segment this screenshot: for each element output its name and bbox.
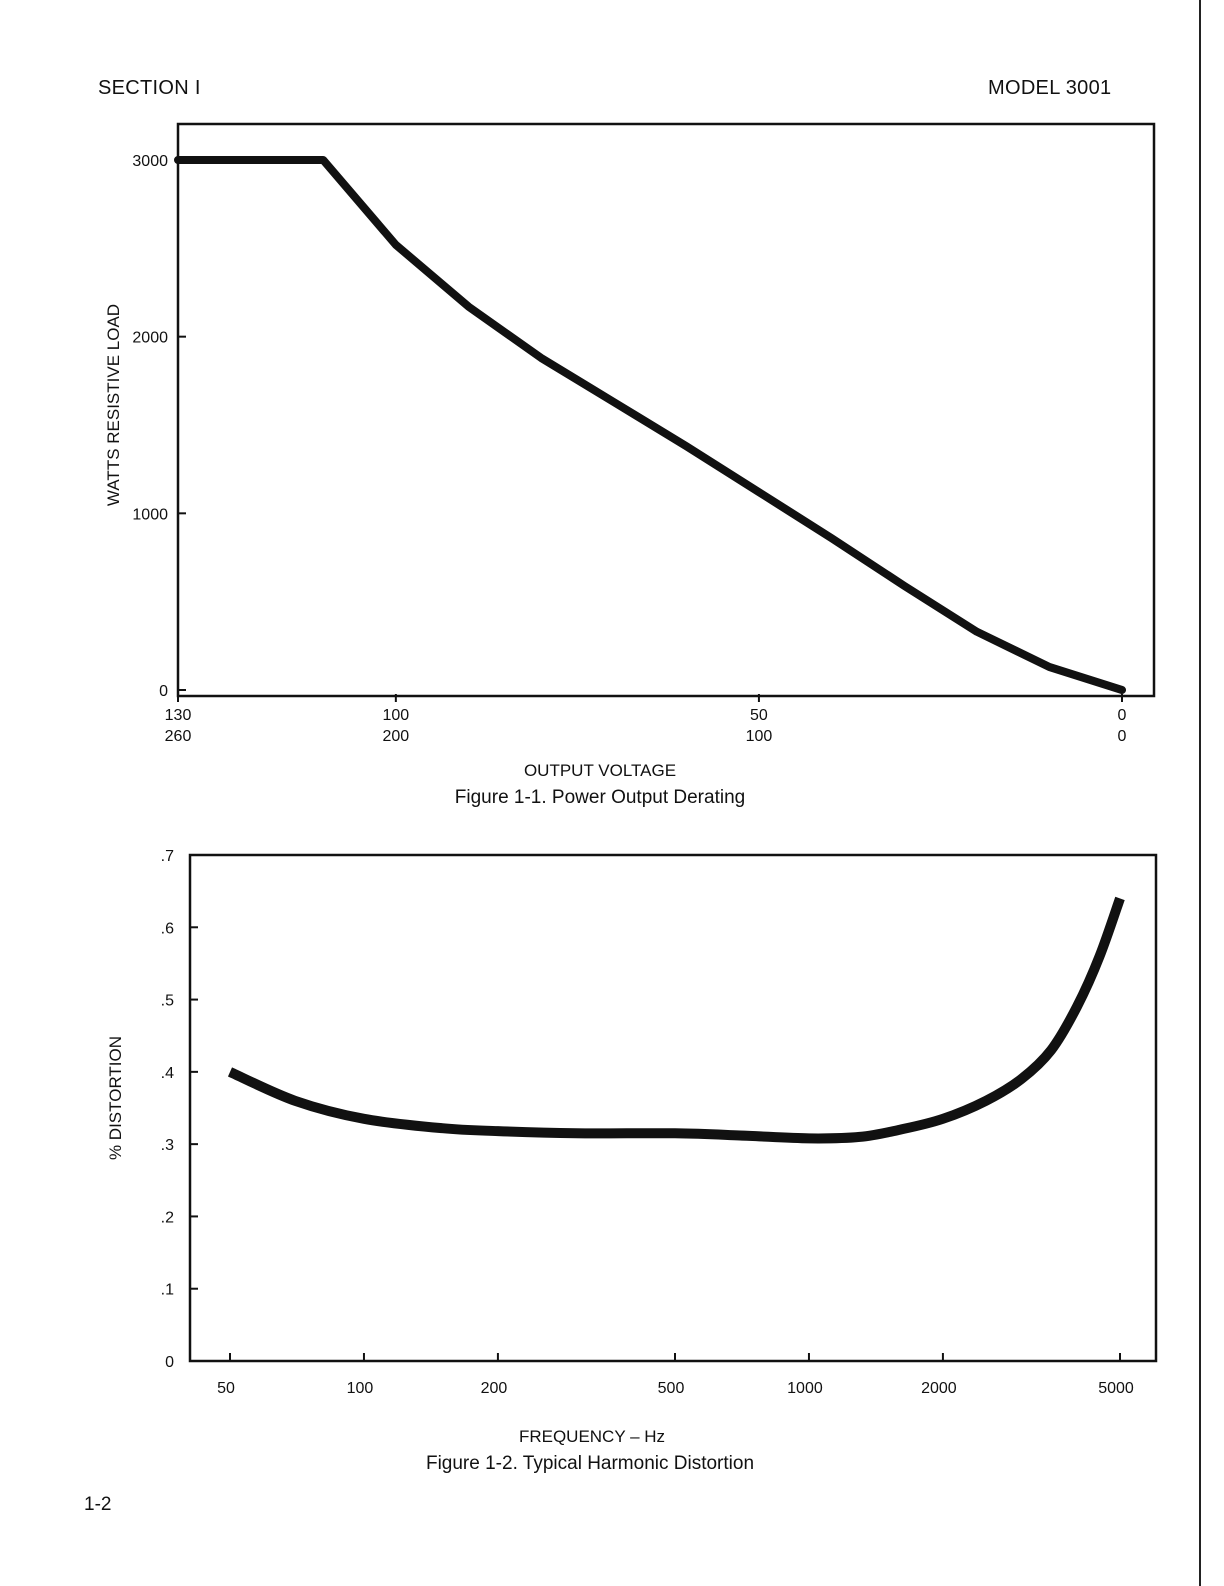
y-tick-label: 3000 [132, 153, 168, 170]
x-tick-label: 5000 [1098, 1380, 1134, 1397]
series-line-distortion [227, 896, 1125, 1144]
figure-harmonic-distortion: 0.1.2.3.4.5.6.7 50 100 200 500 1000 2000 5000 … [106, 848, 1158, 1474]
y-tick-label: 0 [165, 1354, 174, 1371]
x-tick-label-secondary: 100 [746, 728, 773, 745]
plot-frame [188, 853, 1158, 1363]
x-tick-label-secondary: 200 [382, 728, 409, 745]
x-axis-ticks: 130 260 100 200 50 100 0 0 [165, 694, 1127, 745]
page-edge-rule [1199, 0, 1201, 1586]
y-tick-label: .3 [161, 1137, 174, 1154]
x-axis-ticks: 50 100 200 500 1000 2000 5000 [217, 1353, 1134, 1397]
x-tick-label: 1000 [787, 1380, 823, 1397]
model-header: MODEL 3001 [988, 77, 1112, 99]
plot-frame [176, 122, 1156, 698]
x-tick-label: 100 [382, 707, 409, 724]
y-axis-ticks: 0 1000 2000 3000 [132, 153, 186, 700]
x-tick-label: 0 [1118, 707, 1127, 724]
y-tick-label: 0 [159, 683, 168, 700]
x-tick-label: 130 [165, 707, 192, 724]
y-tick-label: .7 [161, 848, 174, 865]
y-tick-label: .1 [161, 1282, 174, 1299]
figure-caption: Figure 1-2. Typical Harmonic Distortion [426, 1453, 754, 1474]
x-tick-label-secondary: 0 [1118, 728, 1127, 745]
y-axis-ticks: 0 .1 .2 .3 .4 .5 .6 .7 [161, 848, 198, 1371]
series-line-power [174, 156, 1126, 694]
y-tick-label: .4 [161, 1065, 174, 1082]
x-tick-label: 50 [217, 1380, 235, 1397]
x-axis-title: FREQUENCY – Hz [519, 1427, 665, 1446]
y-tick-label: .2 [161, 1209, 174, 1226]
y-tick-label: 1000 [132, 506, 168, 523]
x-tick-label: 500 [658, 1380, 685, 1397]
x-tick-label: 50 [750, 707, 768, 724]
y-tick-label: 2000 [132, 330, 168, 347]
x-tick-label: 200 [481, 1380, 508, 1397]
page-number: 1-2 [84, 1494, 112, 1515]
x-tick-label-secondary: 260 [165, 728, 192, 745]
y-axis-title: % DISTORTION [106, 1036, 125, 1160]
figure-caption: Figure 1-1. Power Output Derating [455, 787, 745, 808]
x-tick-label: 2000 [921, 1380, 957, 1397]
y-tick-label: .5 [161, 993, 174, 1010]
section-header: SECTION I [98, 77, 201, 99]
y-axis-title: WATTS RESISTIVE LOAD [104, 304, 123, 506]
x-tick-label: 100 [347, 1380, 374, 1397]
y-tick-label: .6 [161, 920, 174, 937]
x-axis-title: OUTPUT VOLTAGE [524, 761, 676, 780]
